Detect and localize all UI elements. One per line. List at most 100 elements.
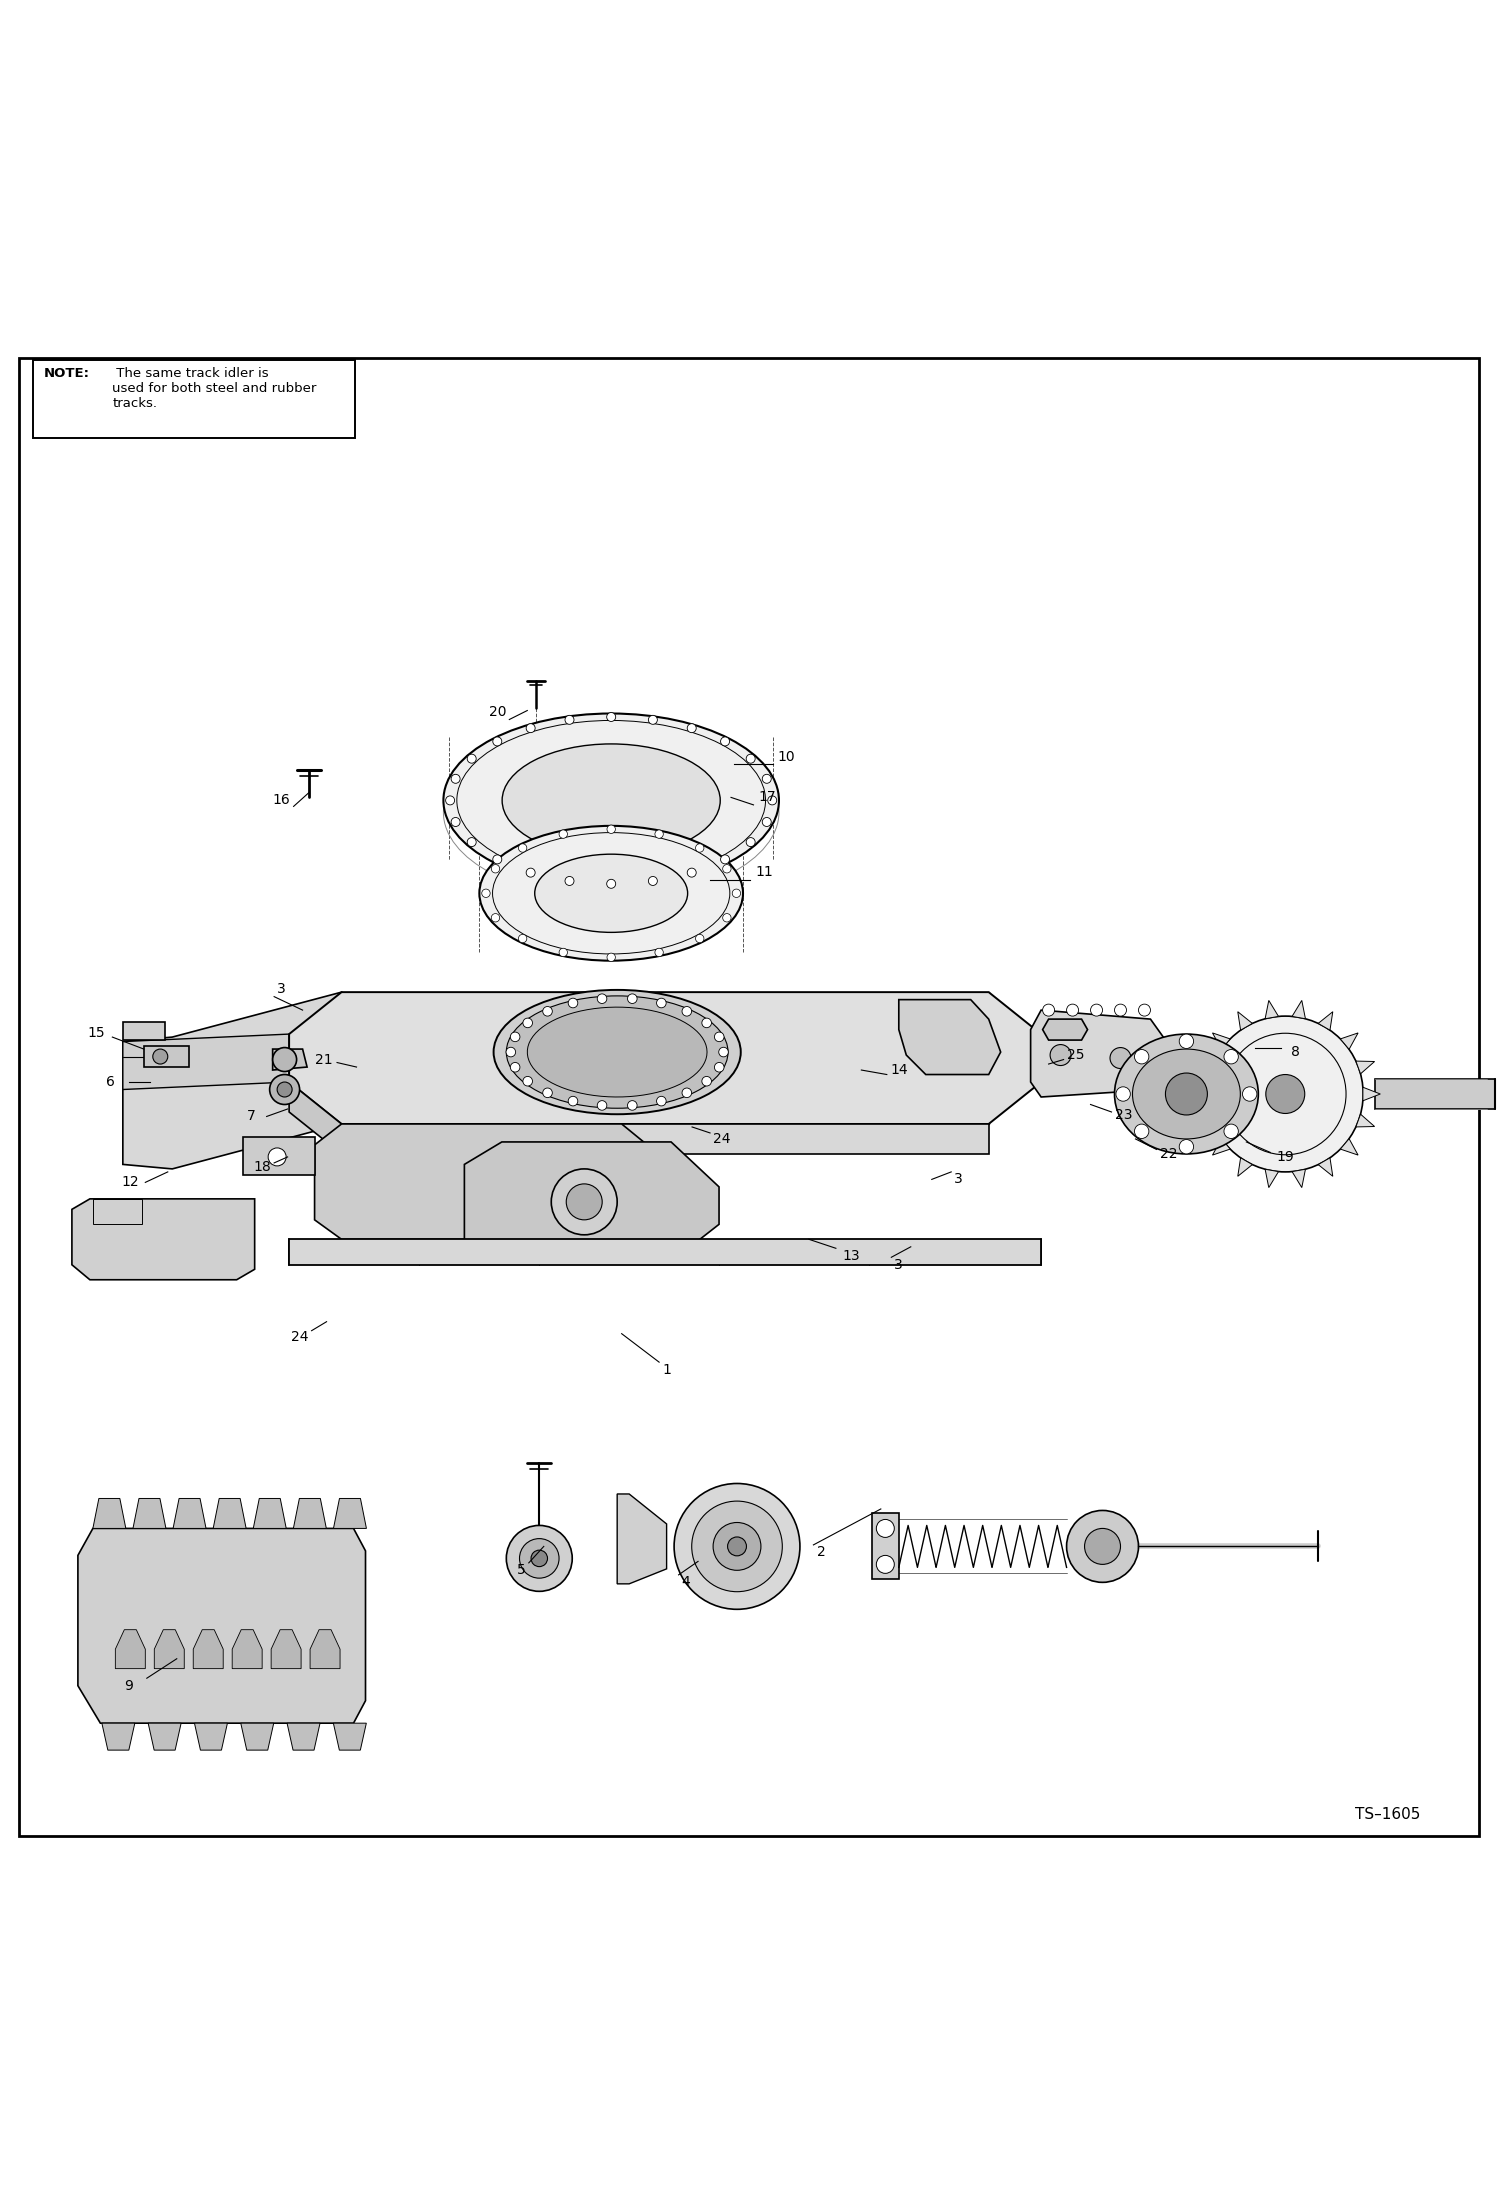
Circle shape <box>1134 1123 1149 1139</box>
Circle shape <box>566 1185 602 1220</box>
Circle shape <box>713 1523 761 1571</box>
Polygon shape <box>1195 1115 1215 1128</box>
Text: 11: 11 <box>755 864 773 880</box>
Circle shape <box>551 1169 617 1235</box>
Circle shape <box>598 1101 607 1110</box>
Circle shape <box>1091 1005 1103 1016</box>
Text: 6: 6 <box>106 1075 115 1088</box>
Polygon shape <box>617 1494 667 1584</box>
Circle shape <box>876 1520 894 1538</box>
Text: 8: 8 <box>1291 1044 1300 1060</box>
Circle shape <box>598 994 607 1003</box>
Bar <box>33 360 355 439</box>
Circle shape <box>491 864 500 873</box>
Circle shape <box>568 1097 578 1106</box>
Circle shape <box>1224 1123 1239 1139</box>
Polygon shape <box>1191 1088 1207 1101</box>
Polygon shape <box>1237 1011 1252 1031</box>
Circle shape <box>628 1101 637 1110</box>
Text: 17: 17 <box>758 790 776 805</box>
Circle shape <box>523 1077 532 1086</box>
Circle shape <box>523 1018 532 1027</box>
Circle shape <box>715 1031 724 1042</box>
Polygon shape <box>123 992 342 1169</box>
Circle shape <box>1116 1086 1131 1101</box>
Circle shape <box>491 913 500 921</box>
Circle shape <box>682 1088 692 1097</box>
Polygon shape <box>294 1499 327 1529</box>
Circle shape <box>607 825 616 834</box>
Ellipse shape <box>1132 1049 1240 1139</box>
Polygon shape <box>193 1630 223 1670</box>
Text: 19: 19 <box>1276 1150 1294 1165</box>
Text: 2: 2 <box>816 1545 825 1560</box>
Polygon shape <box>1356 1062 1375 1073</box>
Text: 9: 9 <box>124 1678 133 1694</box>
Polygon shape <box>174 1499 207 1529</box>
Circle shape <box>268 1147 286 1165</box>
Text: 21: 21 <box>315 1053 333 1066</box>
Polygon shape <box>1043 1018 1088 1040</box>
Circle shape <box>607 713 616 722</box>
Circle shape <box>695 935 704 943</box>
Ellipse shape <box>502 744 721 858</box>
Circle shape <box>1050 1044 1071 1066</box>
Polygon shape <box>1212 1139 1230 1154</box>
Polygon shape <box>1031 1009 1168 1097</box>
Circle shape <box>506 1047 515 1058</box>
Circle shape <box>655 829 664 838</box>
Polygon shape <box>464 1141 719 1262</box>
Polygon shape <box>1363 1088 1380 1101</box>
Circle shape <box>1115 1005 1126 1016</box>
Polygon shape <box>872 1514 899 1580</box>
Circle shape <box>1266 1075 1305 1115</box>
Polygon shape <box>342 1123 989 1154</box>
Text: 1: 1 <box>662 1362 671 1376</box>
Text: 23: 23 <box>1115 1108 1132 1121</box>
Polygon shape <box>195 1722 228 1751</box>
Circle shape <box>273 1047 297 1071</box>
Polygon shape <box>1266 1169 1278 1187</box>
Circle shape <box>511 1031 520 1042</box>
Circle shape <box>1179 1139 1194 1154</box>
Circle shape <box>493 737 502 746</box>
Circle shape <box>1134 1049 1149 1064</box>
Polygon shape <box>1318 1011 1333 1031</box>
Circle shape <box>1165 1073 1207 1115</box>
Circle shape <box>746 755 755 764</box>
Polygon shape <box>289 992 1041 1123</box>
Circle shape <box>270 1075 300 1104</box>
Circle shape <box>506 1525 572 1591</box>
Polygon shape <box>1237 1158 1252 1176</box>
Circle shape <box>482 889 490 897</box>
Circle shape <box>728 1538 746 1556</box>
Circle shape <box>1207 1016 1363 1172</box>
Text: NOTE:: NOTE: <box>43 366 90 380</box>
Text: 24: 24 <box>713 1132 731 1145</box>
Circle shape <box>656 998 667 1007</box>
Text: 22: 22 <box>1159 1147 1177 1161</box>
Circle shape <box>688 869 697 878</box>
Text: 12: 12 <box>121 1176 139 1189</box>
Text: 3: 3 <box>277 983 286 996</box>
Polygon shape <box>1356 1115 1375 1128</box>
Text: 10: 10 <box>777 750 795 764</box>
Polygon shape <box>310 1630 340 1670</box>
Circle shape <box>1067 1509 1138 1582</box>
Text: 24: 24 <box>291 1330 309 1343</box>
Bar <box>144 1047 189 1066</box>
Text: TS–1605: TS–1605 <box>1354 1808 1420 1821</box>
Circle shape <box>1179 1033 1194 1049</box>
Circle shape <box>719 1047 728 1058</box>
Polygon shape <box>334 1499 367 1529</box>
Polygon shape <box>78 1529 366 1722</box>
Polygon shape <box>213 1499 246 1529</box>
Polygon shape <box>148 1722 181 1751</box>
Circle shape <box>1138 1005 1150 1016</box>
Polygon shape <box>1341 1139 1359 1154</box>
Polygon shape <box>1341 1033 1359 1049</box>
Circle shape <box>153 1049 168 1064</box>
Bar <box>123 1022 165 1040</box>
Circle shape <box>559 948 568 957</box>
Circle shape <box>445 796 454 805</box>
